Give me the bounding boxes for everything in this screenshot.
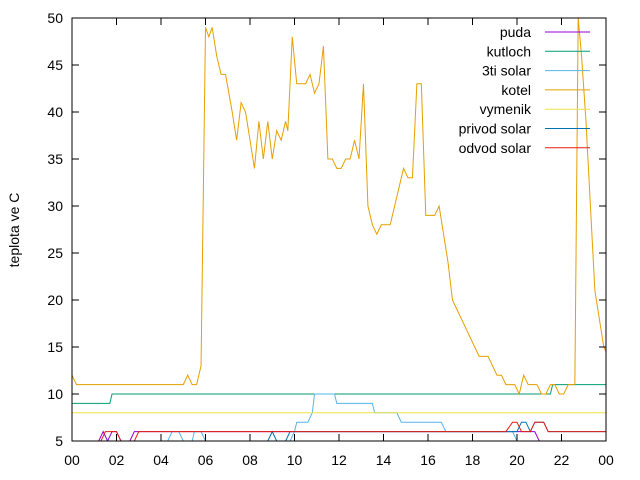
series-layer <box>72 18 606 441</box>
legend-label: privod solar <box>459 121 532 137</box>
y-tick-label: 20 <box>47 292 63 308</box>
series-line-1 <box>72 384 606 404</box>
legend-label: odvod solar <box>459 140 532 156</box>
y-tick-labels: 5 10 15 20 25 30 35 40 45 50 <box>47 10 63 449</box>
x-tick-label: 12 <box>331 452 347 468</box>
x-tick-label: 02 <box>109 452 125 468</box>
series-line-0 <box>98 430 606 441</box>
y-tick-label: 40 <box>47 104 63 120</box>
legend-label: 3ti solar <box>482 63 531 79</box>
y-tick-label: 15 <box>47 339 63 355</box>
y-tick-label: 10 <box>47 386 63 402</box>
ticks-layer <box>71 17 607 442</box>
x-tick-label: 08 <box>242 452 258 468</box>
x-tick-label: 20 <box>509 452 525 468</box>
legend-label: kutloch <box>487 43 531 59</box>
legend-label: kotel <box>501 82 531 98</box>
y-tick-label: 25 <box>47 245 63 261</box>
x-tick-label: 04 <box>153 452 169 468</box>
x-tick-label: 00 <box>64 452 80 468</box>
y-tick-label: 50 <box>47 10 63 26</box>
legend-label: vymenik <box>480 101 532 117</box>
x-tick-label: 14 <box>376 452 392 468</box>
x-tick-label: 06 <box>198 452 214 468</box>
x-tick-label: 22 <box>554 452 570 468</box>
y-tick-label: 5 <box>55 433 63 449</box>
x-tick-label: 10 <box>287 452 303 468</box>
series-line-6 <box>100 421 606 441</box>
x-tick-label: 00 <box>598 452 614 468</box>
legend: puda kutloch 3ti solar kotel vymenik privod s… <box>459 24 590 156</box>
x-tick-labels: 00 02 04 06 08 10 12 14 16 18 20 22 00 <box>64 452 614 468</box>
x-tick-label: 16 <box>420 452 436 468</box>
y-tick-label: 30 <box>47 198 63 214</box>
y-axis-label: teplota ve C <box>6 193 22 268</box>
x-tick-label: 18 <box>465 452 481 468</box>
series-line-3 <box>72 18 606 396</box>
y-tick-label: 35 <box>47 151 63 167</box>
series-line-2 <box>167 393 606 441</box>
legend-label: puda <box>500 24 531 40</box>
y-tick-label: 45 <box>47 57 63 73</box>
